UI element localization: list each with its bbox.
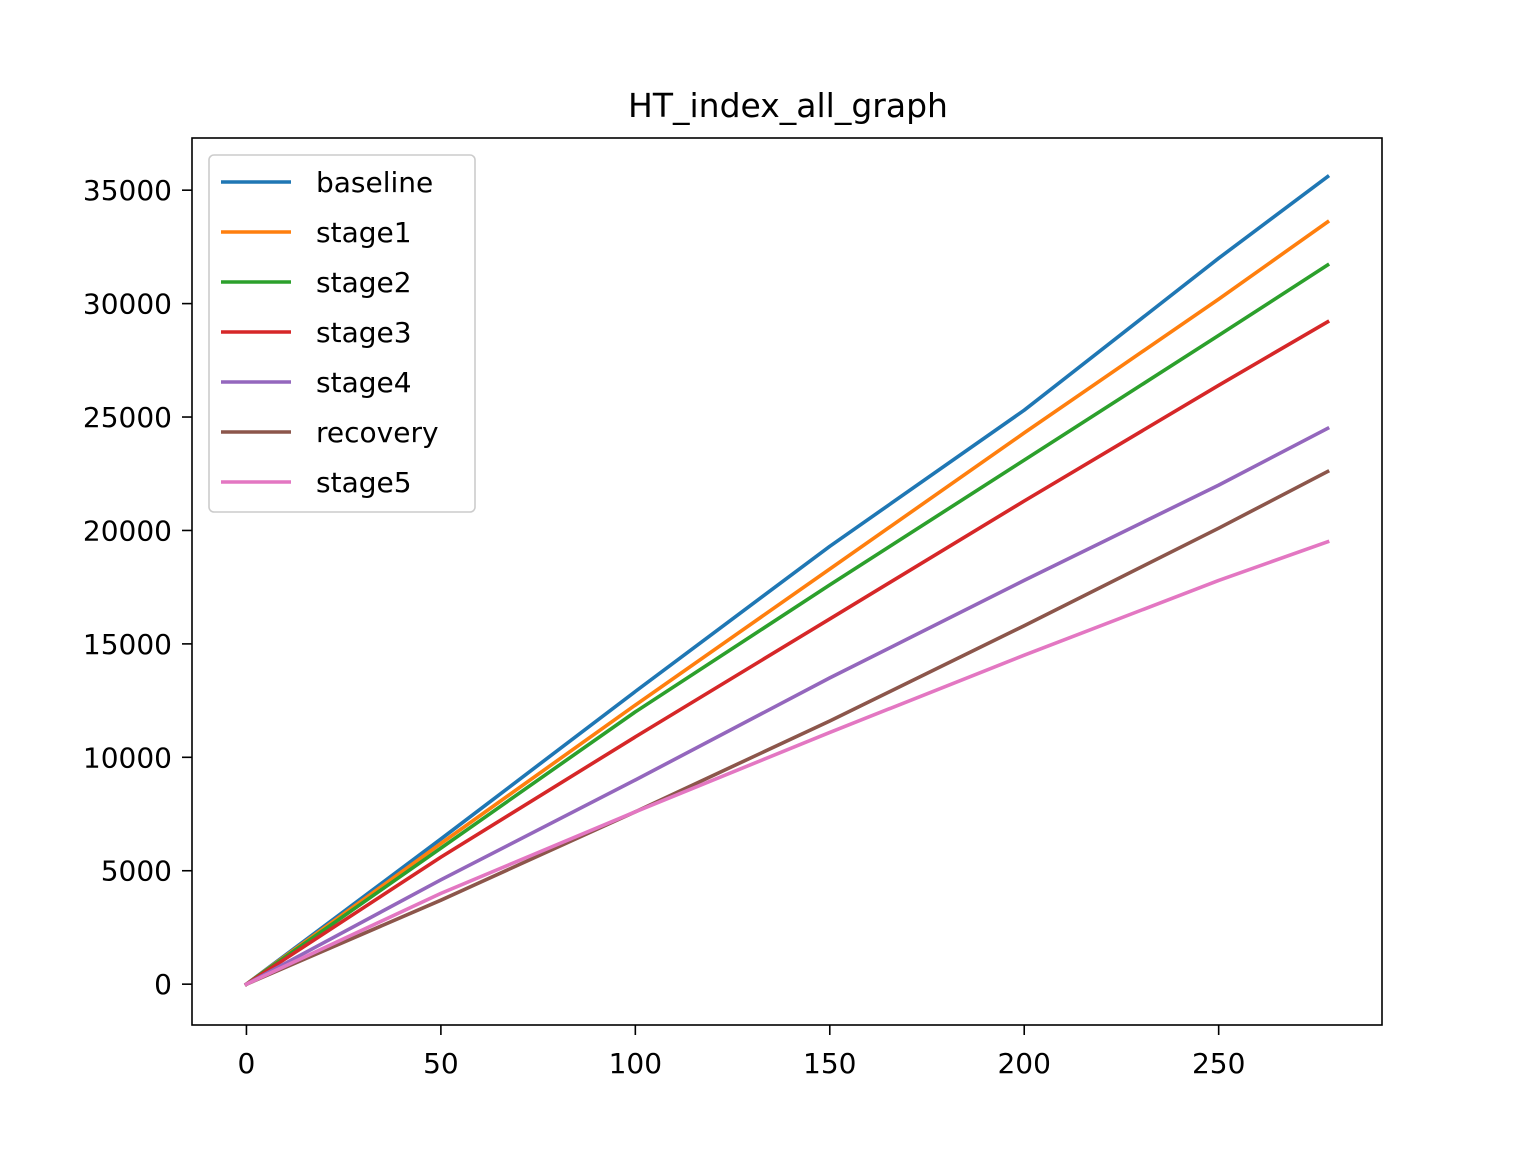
legend-label-stage2: stage2 xyxy=(316,266,412,299)
y-tick-label: 10000 xyxy=(83,741,172,774)
y-tick-label: 35000 xyxy=(83,174,172,207)
x-tick-label: 250 xyxy=(1192,1047,1245,1080)
x-axis: 0 50 100 150 200 250 xyxy=(238,1025,1245,1080)
y-tick-label: 5000 xyxy=(101,855,172,888)
legend-label-stage1: stage1 xyxy=(316,216,412,249)
series-line-stage4 xyxy=(243,425,1331,987)
x-tick-label: 50 xyxy=(423,1047,459,1080)
series-line-baseline xyxy=(243,174,1331,987)
series-line-stage5 xyxy=(244,539,1330,987)
legend-label-recovery: recovery xyxy=(316,416,439,449)
chart-title: HT_index_all_graph xyxy=(628,86,948,125)
series-line-stage2 xyxy=(243,262,1331,987)
series-line-stage3 xyxy=(243,319,1331,987)
legend-label-stage5: stage5 xyxy=(316,466,412,499)
legend-box xyxy=(208,154,476,513)
x-tick-label: 0 xyxy=(238,1047,256,1080)
x-tick-label: 150 xyxy=(803,1047,856,1080)
legend-label-baseline: baseline xyxy=(316,166,433,199)
plot-frame xyxy=(191,137,1383,1026)
legend-label-stage4: stage4 xyxy=(316,366,412,399)
y-tick-label: 0 xyxy=(154,968,172,1001)
y-tick-label: 25000 xyxy=(83,401,172,434)
series-layer xyxy=(243,174,1331,987)
legend-label-stage3: stage3 xyxy=(316,316,412,349)
series-line-stage1 xyxy=(243,219,1331,987)
x-tick-label: 100 xyxy=(609,1047,662,1080)
series-line-recovery xyxy=(244,469,1331,987)
y-axis: 0 5000 10000 15000 20000 25000 30000 35000 xyxy=(83,174,192,1001)
y-tick-label: 30000 xyxy=(83,288,172,321)
x-tick-label: 200 xyxy=(997,1047,1050,1080)
y-tick-label: 20000 xyxy=(83,514,172,547)
y-tick-label: 15000 xyxy=(83,628,172,661)
legend: baseline stage1 stage2 stage3 stage4 recovery… xyxy=(208,154,476,513)
